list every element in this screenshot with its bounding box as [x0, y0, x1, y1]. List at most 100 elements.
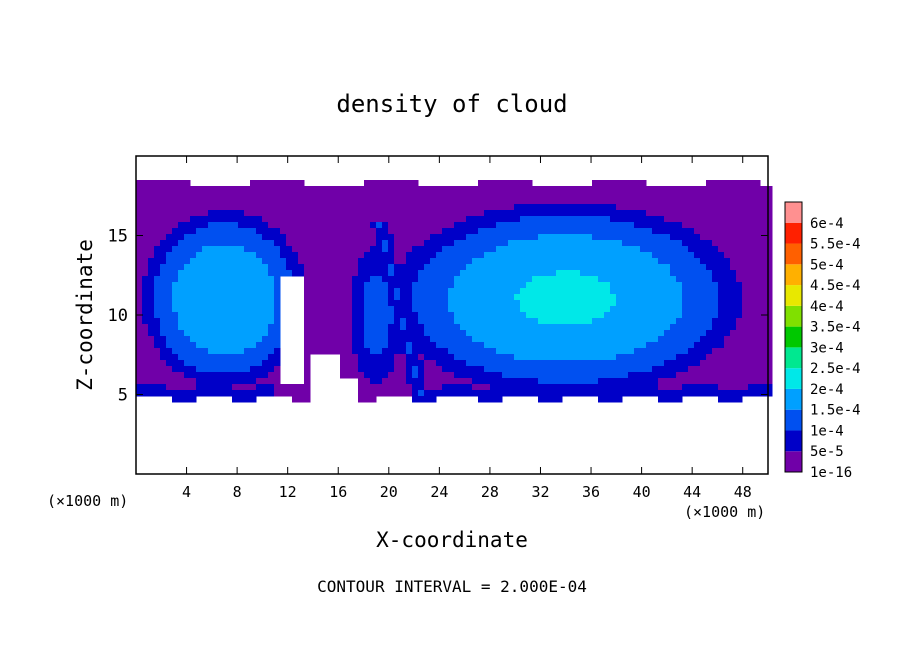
heatmap-cell	[628, 348, 635, 355]
heatmap-cell	[622, 234, 629, 241]
heatmap-cell	[388, 306, 395, 313]
heatmap-cell	[454, 312, 461, 319]
heatmap-cell	[382, 270, 389, 277]
heatmap-cell	[250, 396, 257, 403]
heatmap-cell	[520, 258, 527, 265]
heatmap-cell	[208, 372, 215, 379]
heatmap-cell	[520, 324, 527, 331]
heatmap-cell	[184, 264, 191, 271]
heatmap-cell	[376, 384, 383, 391]
heatmap-cell	[196, 336, 203, 343]
heatmap-cell	[412, 330, 419, 337]
heatmap-cell	[682, 198, 689, 205]
heatmap-cell	[394, 342, 401, 349]
heatmap-cell	[220, 336, 227, 343]
heatmap-cell	[214, 234, 221, 241]
colorbar-swatch	[785, 305, 802, 327]
heatmap-cell	[400, 348, 407, 355]
heatmap-cell	[508, 342, 515, 349]
heatmap-cell	[676, 342, 683, 349]
heatmap-cell	[226, 306, 233, 313]
heatmap-cell	[358, 186, 365, 193]
heatmap-cell	[556, 306, 563, 313]
heatmap-cell	[508, 228, 515, 235]
heatmap-cell	[424, 378, 431, 385]
heatmap-cell	[598, 300, 605, 307]
heatmap-cell	[640, 246, 647, 253]
heatmap-cell	[604, 372, 611, 379]
heatmap-cell	[388, 264, 395, 271]
heatmap-cell	[196, 228, 203, 235]
heatmap-cell	[262, 216, 269, 223]
heatmap-cell	[658, 312, 665, 319]
heatmap-cell	[322, 336, 329, 343]
heatmap-cell	[190, 210, 197, 217]
heatmap-cell	[244, 222, 251, 229]
heatmap-cell	[562, 312, 569, 319]
heatmap-cell	[568, 342, 575, 349]
heatmap-cell	[760, 204, 767, 211]
heatmap-cell	[586, 366, 593, 373]
heatmap-cell	[598, 276, 605, 283]
heatmap-cell	[532, 264, 539, 271]
heatmap-cell	[340, 336, 347, 343]
heatmap-cell	[580, 342, 587, 349]
heatmap-cell	[700, 384, 707, 391]
heatmap-cell	[238, 378, 245, 385]
heatmap-cell	[706, 192, 713, 199]
heatmap-cell	[430, 234, 437, 241]
heatmap-cell	[382, 384, 389, 391]
heatmap-cell	[388, 240, 395, 247]
heatmap-cell	[412, 270, 419, 277]
heatmap-cell	[394, 372, 401, 379]
heatmap-cell	[400, 228, 407, 235]
heatmap-cell	[190, 216, 197, 223]
heatmap-cell	[400, 336, 407, 343]
heatmap-cell	[178, 270, 185, 277]
heatmap-cell	[616, 318, 623, 325]
heatmap-cell	[664, 354, 671, 361]
heatmap-cell	[454, 330, 461, 337]
heatmap-cell	[586, 198, 593, 205]
heatmap-cell	[256, 252, 263, 259]
heatmap-cell	[352, 318, 359, 325]
heatmap-cell	[286, 210, 293, 217]
heatmap-cell	[172, 270, 179, 277]
heatmap-cell	[184, 204, 191, 211]
heatmap-cell	[700, 330, 707, 337]
heatmap-cell	[604, 216, 611, 223]
heatmap-cell	[490, 312, 497, 319]
heatmap-cell	[352, 306, 359, 313]
heatmap-cell	[580, 252, 587, 259]
heatmap-cell	[748, 210, 755, 217]
heatmap-cell	[208, 216, 215, 223]
heatmap-cell	[388, 318, 395, 325]
heatmap-cell	[136, 234, 143, 241]
heatmap-cell	[514, 342, 521, 349]
heatmap-cell	[724, 372, 731, 379]
heatmap-cell	[376, 336, 383, 343]
heatmap-cell	[166, 240, 173, 247]
heatmap-cell	[550, 348, 557, 355]
heatmap-cell	[550, 288, 557, 295]
heatmap-cell	[586, 246, 593, 253]
heatmap-cell	[670, 372, 677, 379]
heatmap-cell	[508, 270, 515, 277]
heatmap-cell	[436, 384, 443, 391]
heatmap-cell	[550, 246, 557, 253]
heatmap-cell	[628, 306, 635, 313]
heatmap-cell	[280, 390, 287, 397]
heatmap-cell	[700, 378, 707, 385]
heatmap-cell	[406, 306, 413, 313]
heatmap-cell	[526, 198, 533, 205]
heatmap-cell	[370, 354, 377, 361]
heatmap-cell	[454, 306, 461, 313]
heatmap-cell	[340, 216, 347, 223]
heatmap-cell	[724, 396, 731, 403]
heatmap-cell	[154, 366, 161, 373]
heatmap-cell	[448, 282, 455, 289]
heatmap-cell	[190, 354, 197, 361]
heatmap-cell	[274, 252, 281, 259]
heatmap-cell	[412, 348, 419, 355]
heatmap-cell	[466, 288, 473, 295]
